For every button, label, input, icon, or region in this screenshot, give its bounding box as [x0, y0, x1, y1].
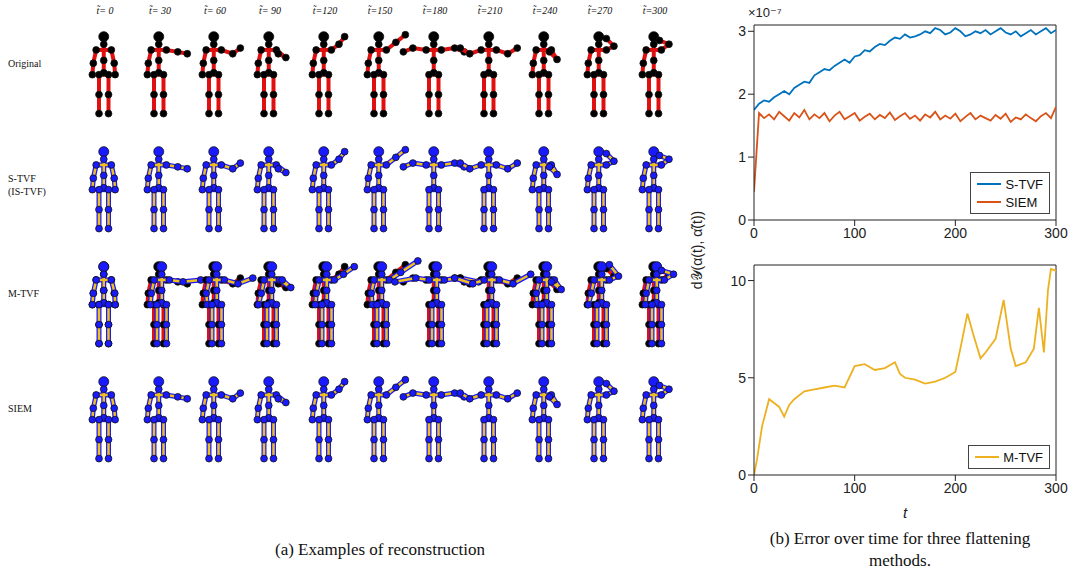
svg-text:200: 200 — [944, 480, 968, 496]
svg-text:t̃=180: t̃=180 — [423, 5, 448, 16]
svg-text:t̃= 30: t̃= 30 — [149, 5, 171, 16]
svg-text:0: 0 — [750, 225, 758, 241]
html-text:d𝒴(α(t), α̃(t)): d𝒴(α(t), α̃(t)) — [688, 210, 705, 290]
svg-text:S-TVF: S-TVF — [8, 173, 36, 184]
svg-text:M-TVF: M-TVF — [8, 288, 40, 299]
svg-text:10: 10 — [730, 273, 746, 289]
svg-text:1: 1 — [738, 149, 746, 165]
svg-text:t: t — [903, 504, 908, 520]
svg-text:t̃= 90: t̃= 90 — [259, 5, 281, 16]
svg-text:(a) Examples of reconstruction: (a) Examples of reconstruction — [275, 540, 486, 559]
svg-text:100: 100 — [843, 480, 867, 496]
svg-text:t̃=120: t̃=120 — [313, 5, 338, 16]
svg-text:t̃=240: t̃=240 — [533, 5, 558, 16]
svg-text:300: 300 — [1044, 225, 1068, 241]
svg-text:SIEM: SIEM — [8, 403, 32, 414]
svg-text:Original: Original — [8, 58, 42, 69]
svg-text:2: 2 — [738, 86, 746, 102]
svg-text:t̃= 0: t̃= 0 — [96, 5, 113, 16]
svg-text:t̃=150: t̃=150 — [368, 5, 393, 16]
svg-text:0: 0 — [738, 212, 746, 228]
html-text:M-TVF: M-TVF — [1003, 449, 1043, 465]
svg-text:(IS-TVF): (IS-TVF) — [8, 186, 46, 198]
svg-text:3: 3 — [738, 23, 746, 39]
html-text:×10⁻⁷: ×10⁻⁷ — [748, 5, 782, 20]
svg-text:t̃=300: t̃=300 — [643, 5, 668, 16]
svg-text:t̃=270: t̃=270 — [588, 5, 613, 16]
svg-text:100: 100 — [843, 225, 867, 241]
html-text:(b) Error over time for three: (b) Error over time for three flattening… — [769, 529, 1031, 570]
html-text:S-TVF: S-TVF — [1005, 176, 1043, 192]
svg-text:t̃= 60: t̃= 60 — [204, 5, 226, 16]
svg-text:5: 5 — [738, 370, 746, 386]
svg-text:0: 0 — [738, 467, 746, 483]
svg-text:t̃=210: t̃=210 — [478, 5, 503, 16]
svg-text:300: 300 — [1044, 480, 1068, 496]
html-text:SIEM: SIEM — [1005, 194, 1038, 210]
svg-text:200: 200 — [944, 225, 968, 241]
svg-text:0: 0 — [750, 480, 758, 496]
